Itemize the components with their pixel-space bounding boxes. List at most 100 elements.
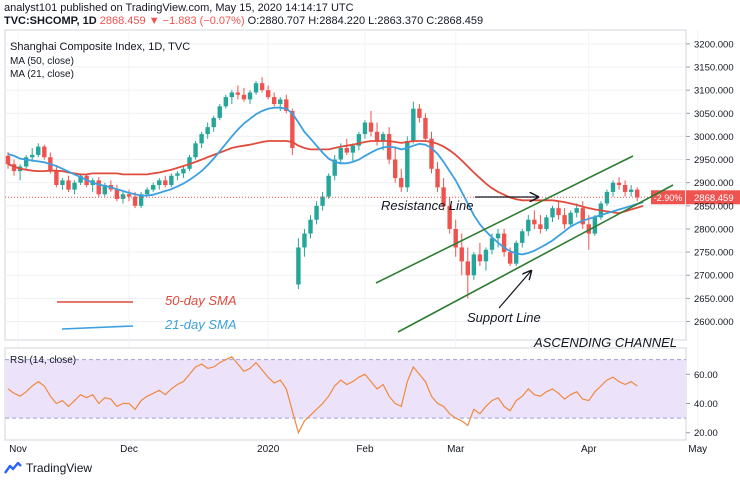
candle: [30, 147, 35, 162]
candle: [368, 110, 374, 137]
candle: [223, 94, 228, 109]
candle-body: [635, 189, 640, 198]
candle-body: [308, 219, 313, 234]
candle: [60, 178, 65, 190]
candle-body: [399, 178, 404, 188]
candle: [151, 182, 156, 192]
y-tick-label: 2600.000: [694, 317, 734, 328]
candle-body: [193, 143, 198, 158]
last-change-label: -2.90%: [654, 193, 683, 203]
price-grid: [4, 29, 699, 440]
candle-body: [229, 92, 235, 98]
candle: [447, 196, 452, 234]
channel-upper-line: [375, 155, 634, 284]
candle-body: [36, 146, 41, 155]
candle: [538, 215, 543, 234]
y-tick-label: 2800.000: [694, 224, 734, 235]
candle: [163, 175, 168, 188]
candle-body: [616, 182, 622, 185]
candle: [187, 154, 192, 172]
candle: [393, 147, 398, 183]
tradingview-logo-icon: [4, 461, 22, 474]
candle-body: [326, 175, 331, 197]
candle: [181, 166, 186, 179]
candle: [66, 175, 71, 192]
candle-body: [157, 180, 162, 185]
candle-body: [199, 134, 204, 144]
symbol-info: TVC:SHCOMP, 1D 2868.459 ▼ −1.883 (−0.07%…: [4, 15, 483, 27]
candle-body: [169, 175, 174, 185]
candle-body: [568, 212, 573, 225]
y-tick-label: 2650.000: [694, 294, 734, 305]
candle: [586, 215, 591, 250]
candle: [610, 180, 616, 197]
candle: [362, 120, 368, 139]
candle-body: [11, 164, 17, 172]
candle-body: [66, 180, 71, 190]
x-tick-label: 2020: [257, 444, 280, 455]
candle-body: [429, 138, 434, 169]
candle: [114, 185, 120, 202]
candle-body: [30, 154, 35, 158]
candle-body: [453, 228, 458, 248]
tradingview-brand: TradingView: [26, 461, 93, 475]
candle-body: [362, 122, 368, 135]
candle-body: [163, 180, 168, 185]
candle: [441, 178, 446, 211]
candle-body: [411, 108, 416, 142]
candle-body: [489, 238, 495, 250]
candle-body: [520, 231, 525, 243]
candle: [417, 104, 422, 123]
candle: [350, 143, 356, 162]
x-tick-label: Mar: [447, 444, 465, 455]
candle-body: [5, 155, 11, 165]
candle-body: [441, 187, 446, 206]
candle: [241, 87, 247, 102]
symbol-change: ▼ −1.883 (−0.07%): [148, 15, 245, 27]
candle-body: [344, 147, 349, 153]
x-tick-label: May: [688, 444, 707, 455]
axes: 2600.000 2650.000 2700.000 2750.000 2800.000…: [9, 39, 734, 455]
candle: [356, 131, 362, 151]
candle: [453, 219, 458, 257]
indicator-ma50-label: MA (50, close): [10, 56, 74, 67]
candle-body: [592, 217, 598, 234]
support-label: Support Line: [467, 310, 541, 325]
candle-body: [253, 83, 259, 93]
candle: [314, 201, 319, 225]
candle: [169, 173, 174, 188]
candle-body: [338, 147, 343, 160]
candle-body: [332, 159, 337, 176]
candle: [562, 208, 567, 229]
candle-body: [175, 173, 180, 176]
x-tick-label: Feb: [356, 444, 374, 455]
candle-body: [265, 90, 271, 98]
candle-body: [72, 182, 77, 190]
candle: [550, 205, 555, 223]
candle-body: [272, 97, 277, 105]
y-tick-label: 3050.000: [694, 109, 734, 120]
candle-body: [241, 94, 247, 100]
chart-title: Shanghai Composite Index, 1D, TVC: [10, 41, 190, 53]
candle: [96, 177, 101, 197]
ma21-line: [7, 106, 644, 256]
candle-body: [435, 168, 440, 188]
candle: [399, 168, 404, 192]
candle-body: [586, 224, 591, 234]
candle: [205, 122, 210, 139]
candle: [429, 131, 434, 174]
candle: [465, 247, 470, 299]
candle: [23, 154, 29, 169]
candle-body: [374, 131, 380, 142]
candle-body: [538, 224, 543, 229]
y-tick-label: 2950.000: [694, 155, 734, 166]
candle: [622, 180, 628, 197]
candle: [604, 189, 610, 206]
candle: [556, 201, 561, 220]
y-tick-label: 2750.000: [694, 248, 734, 259]
candle-body: [574, 208, 579, 213]
candle: [296, 238, 301, 290]
candle-body: [483, 249, 489, 262]
candle-body: [78, 175, 83, 183]
